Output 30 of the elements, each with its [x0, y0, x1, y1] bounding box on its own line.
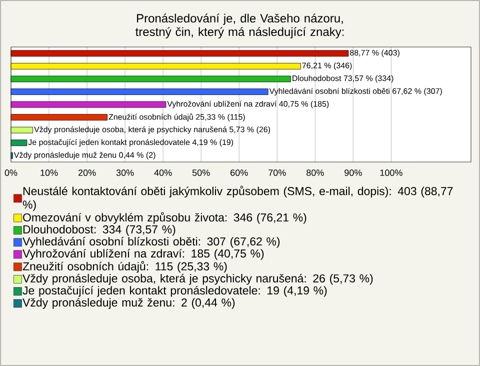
data-label: 88,77 % (403) — [350, 50, 400, 58]
x-tick-label: 20% — [78, 170, 96, 176]
legend-label: Neustálé kontaktování oběti jakýmkoliv způsobem (SMS, e-mail, dopis): 403 (88,77 %) — [22, 186, 453, 211]
legend-label: Omezování v obvyklém způsobu života: 346 (76,21 %) — [23, 212, 306, 224]
legend-label: Vždy pronásleduje muž ženu: 2 (0,44 %) — [22, 298, 235, 309]
legend-label: Dlouhodobost: 334 (73,57 %) — [23, 225, 176, 236]
data-label: Zneužití osobních údajů 25,33 % (115) — [108, 113, 245, 122]
x-tick-label: 0% — [4, 170, 18, 176]
x-tick-label: 80% — [306, 170, 324, 176]
data-label: Vždy pronásleduje osoba, která je psychicky narušená 5,73 % (26) — [34, 126, 270, 134]
legend-label: Zneužití osobních údajů: 115 (25,33 %) — [22, 261, 227, 273]
x-tick-label: 30% — [116, 170, 134, 176]
legend-label: Je postačující jeden kontakt pronásledovatele: 19 (4,19 %) — [22, 286, 327, 297]
x-tick-label: 10% — [40, 170, 58, 176]
data-label: Je postačující jeden kontakt pronásledovatele 4,19 % (19) — [28, 139, 234, 147]
x-tick-label: 50% — [192, 170, 210, 176]
data-label: 76,21 % (346) — [302, 62, 352, 70]
legend-label: Vždy pronásleduje osoba, která je psychicky narušená: 26 (5,73 %) — [22, 274, 373, 285]
chart-title: Pronásledování je, dle Vašeho názoru, trestný čin, který má následující znaky: — [135, 14, 344, 38]
x-tick-label: 40% — [154, 170, 172, 176]
x-tick-label: 70% — [268, 170, 286, 176]
x-tick-label: 90% — [344, 170, 362, 176]
legend-label: Vyhrožování ublížení na zdraví: 185 (40,75 %) — [22, 248, 264, 260]
x-tick-label: 60% — [230, 170, 248, 176]
data-label: Vyhrožování ublížení na zdraví 40,75 % (185) — [167, 100, 329, 108]
legend-label: Vyhledávání osobní blízkosti oběti: 307 (67,62 %) — [22, 236, 280, 248]
data-label: Vždy pronásleduje muž ženu 0,44 % (2) — [14, 152, 156, 160]
data-label: Dlouhodobost 73,57 % (334) — [292, 75, 394, 83]
x-tick-label: 100% — [380, 170, 402, 176]
data-label: Vyhledávání osobní blízkosti oběti 67,62 % (307) — [269, 88, 442, 96]
